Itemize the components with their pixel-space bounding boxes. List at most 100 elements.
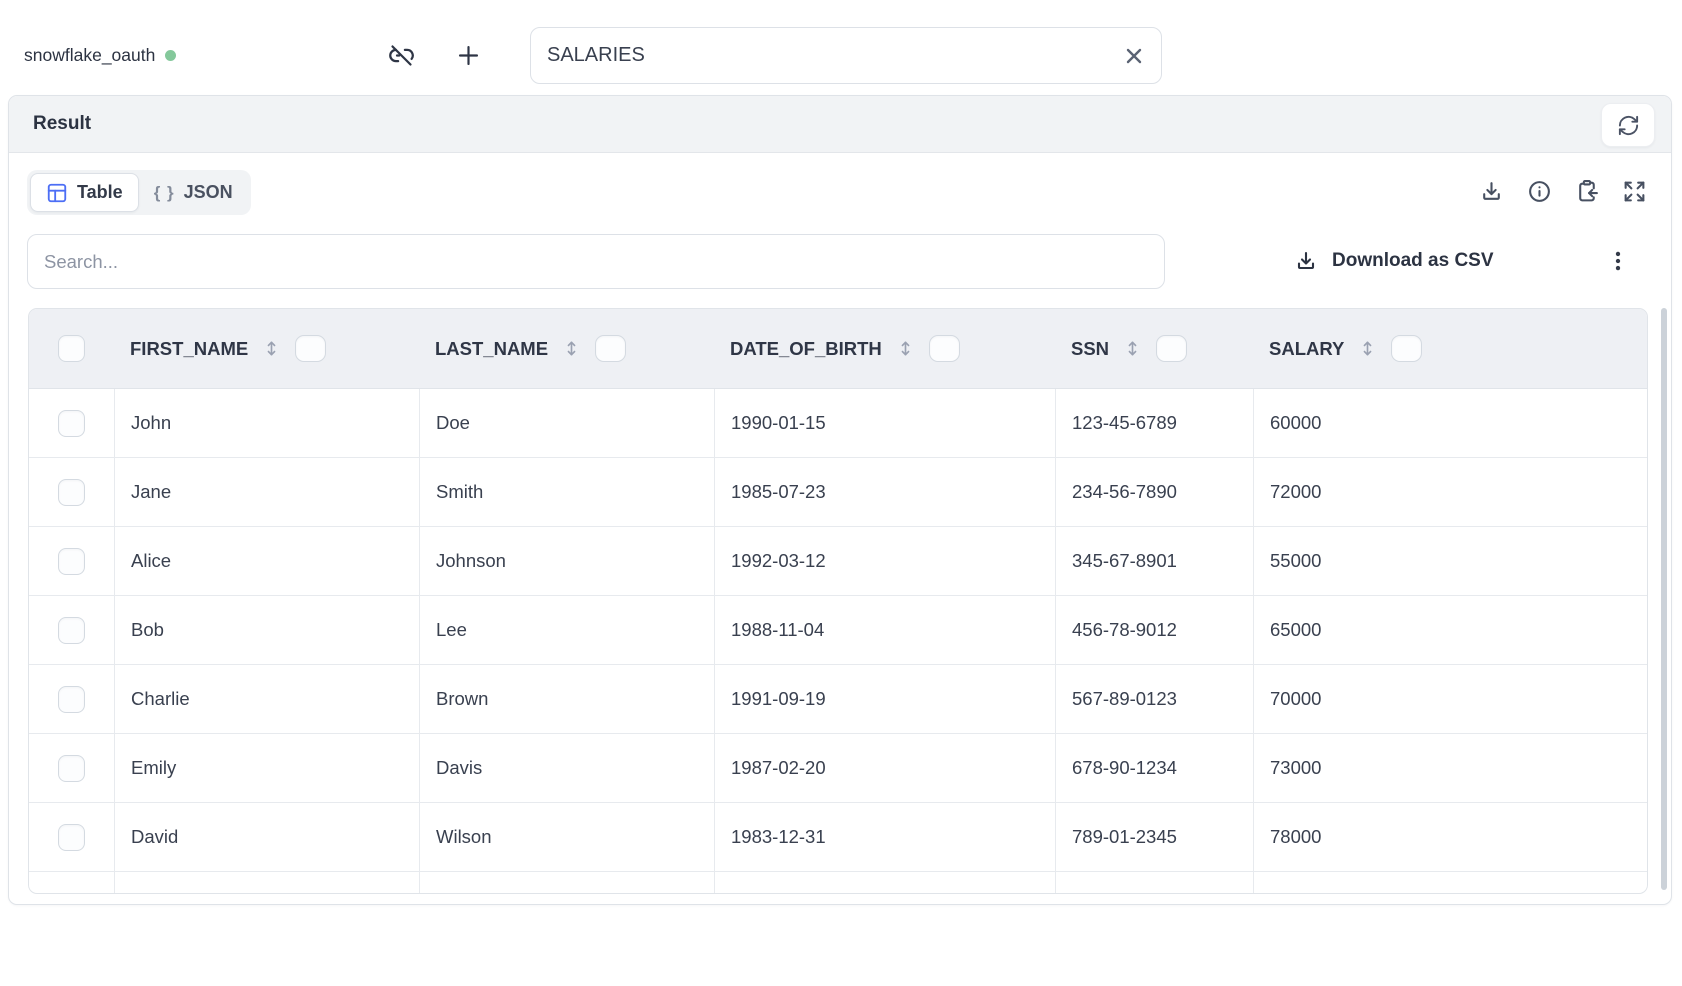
close-icon — [1122, 44, 1146, 68]
cell-ssn: 234-56-7890 — [1055, 458, 1253, 526]
select-all-checkbox[interactable] — [58, 335, 85, 362]
table-header-row: FIRST_NAME LAST_NAME DATE_OF_BIRTH — [29, 309, 1647, 389]
cell-first-name: David — [114, 803, 419, 871]
info-icon — [1527, 179, 1552, 204]
row-checkbox[interactable] — [58, 685, 85, 713]
sort-icon[interactable] — [561, 338, 582, 359]
panel-title: Result — [33, 113, 92, 134]
refresh-icon — [1617, 114, 1640, 137]
cell-date-of-birth: 1990-01-15 — [714, 389, 1055, 457]
row-checkbox[interactable] — [58, 754, 85, 782]
copy-to-clipboard-button[interactable] — [1570, 174, 1604, 208]
column-toggle-checkbox[interactable] — [1391, 335, 1423, 362]
column-header: SALARY — [1269, 337, 1345, 359]
link-off-icon — [388, 42, 415, 69]
result-panel: Result Table { } JS — [8, 95, 1672, 905]
disconnect-button[interactable] — [386, 40, 416, 70]
plus-icon — [454, 41, 483, 70]
info-button[interactable] — [1522, 174, 1556, 208]
cell-salary: 78000 — [1253, 803, 1647, 871]
cell-ssn: 456-78-9012 — [1055, 596, 1253, 664]
cell-last-name: Brown — [419, 665, 714, 733]
cell-date-of-birth: 1983-12-31 — [714, 803, 1055, 871]
download-result-button[interactable] — [1474, 174, 1508, 208]
table-row[interactable]: Alice Johnson 1992-03-12 345-67-8901 550… — [29, 527, 1647, 596]
tab-json-label: JSON — [183, 182, 233, 202]
add-tab-button[interactable] — [453, 40, 483, 70]
cell-first-name: Bob — [114, 596, 419, 664]
more-options-button[interactable] — [1601, 242, 1635, 280]
kebab-menu-icon — [1605, 248, 1631, 274]
row-checkbox[interactable] — [58, 547, 85, 575]
cell-salary: 60000 — [1253, 389, 1647, 457]
cell-date-of-birth: 1988-11-04 — [714, 596, 1055, 664]
cell-first-name: Jane — [114, 458, 419, 526]
cell-salary: 65000 — [1253, 596, 1647, 664]
column-header: FIRST_NAME — [130, 337, 249, 359]
cell-salary: 73000 — [1253, 734, 1647, 802]
column-toggle-checkbox[interactable] — [1156, 335, 1188, 362]
table-row[interactable]: John Doe 1990-01-15 123-45-6789 60000 — [29, 389, 1647, 458]
column-toggle-checkbox[interactable] — [928, 335, 960, 362]
cell-last-name: Smith — [419, 458, 714, 526]
cell-last-name: Lee — [419, 596, 714, 664]
tab-json-view[interactable]: { } JSON — [139, 173, 248, 212]
cell-first-name: Emily — [114, 734, 419, 802]
table-row[interactable]: Emily Davis 1987-02-20 678-90-1234 73000 — [29, 734, 1647, 803]
tab-table-view[interactable]: Table — [30, 173, 139, 212]
cell-ssn: 345-67-8901 — [1055, 527, 1253, 595]
row-checkbox[interactable] — [58, 823, 85, 851]
row-checkbox[interactable] — [58, 478, 85, 506]
cell-last-name: Doe — [419, 389, 714, 457]
column-header: DATE_OF_BIRTH — [730, 337, 882, 359]
cell-last-name: Johnson — [419, 527, 714, 595]
cell-ssn: 567-89-0123 — [1055, 665, 1253, 733]
search-input[interactable] — [27, 234, 1165, 289]
table-name-input[interactable] — [530, 27, 1162, 84]
sort-icon[interactable] — [1357, 338, 1378, 359]
cell-first-name: John — [114, 389, 419, 457]
connection-indicator[interactable]: snowflake_oauth — [24, 41, 177, 69]
search-field-wrap — [27, 234, 1165, 289]
cell-date-of-birth: 1985-07-23 — [714, 458, 1055, 526]
column-header: LAST_NAME — [435, 337, 549, 359]
cell-last-name: Wilson — [419, 803, 714, 871]
connection-status-dot-icon — [165, 49, 177, 61]
table-name-field-wrap — [530, 27, 1162, 84]
sort-icon[interactable] — [261, 338, 282, 359]
result-table: FIRST_NAME LAST_NAME DATE_OF_BIRTH — [28, 308, 1648, 894]
row-checkbox[interactable] — [58, 409, 85, 437]
table-row[interactable]: Jane Smith 1985-07-23 234-56-7890 72000 — [29, 458, 1647, 527]
view-toggle: Table { } JSON — [27, 170, 251, 215]
table-row-clipped — [29, 872, 1647, 893]
cell-last-name: Davis — [419, 734, 714, 802]
cell-salary: 70000 — [1253, 665, 1647, 733]
vertical-scrollbar[interactable] — [1661, 308, 1667, 890]
refresh-button[interactable] — [1601, 103, 1655, 147]
cell-date-of-birth: 1987-02-20 — [714, 734, 1055, 802]
row-checkbox[interactable] — [58, 616, 85, 644]
cell-salary: 55000 — [1253, 527, 1647, 595]
cell-first-name: Alice — [114, 527, 419, 595]
column-toggle-checkbox[interactable] — [295, 335, 327, 362]
download-icon — [1479, 179, 1504, 204]
table-row[interactable]: David Wilson 1983-12-31 789-01-2345 7800… — [29, 803, 1647, 872]
sort-icon[interactable] — [1122, 338, 1143, 359]
connection-name: snowflake_oauth — [24, 44, 156, 65]
column-toggle-checkbox[interactable] — [595, 335, 627, 362]
result-panel-header: Result — [9, 96, 1671, 153]
table-row[interactable]: Charlie Brown 1991-09-19 567-89-0123 700… — [29, 665, 1647, 734]
cell-date-of-birth: 1992-03-12 — [714, 527, 1055, 595]
sort-icon[interactable] — [895, 338, 916, 359]
cell-ssn: 678-90-1234 — [1055, 734, 1253, 802]
tab-table-label: Table — [77, 182, 123, 202]
table-row[interactable]: Bob Lee 1988-11-04 456-78-9012 65000 — [29, 596, 1647, 665]
clipboard-paste-icon — [1575, 179, 1600, 204]
table-grid-icon — [46, 182, 68, 204]
cell-salary: 72000 — [1253, 458, 1647, 526]
download-csv-button[interactable]: Download as CSV — [1294, 238, 1494, 284]
fullscreen-button[interactable] — [1617, 174, 1651, 208]
cell-ssn: 789-01-2345 — [1055, 803, 1253, 871]
clear-table-name-button[interactable] — [1116, 38, 1152, 74]
